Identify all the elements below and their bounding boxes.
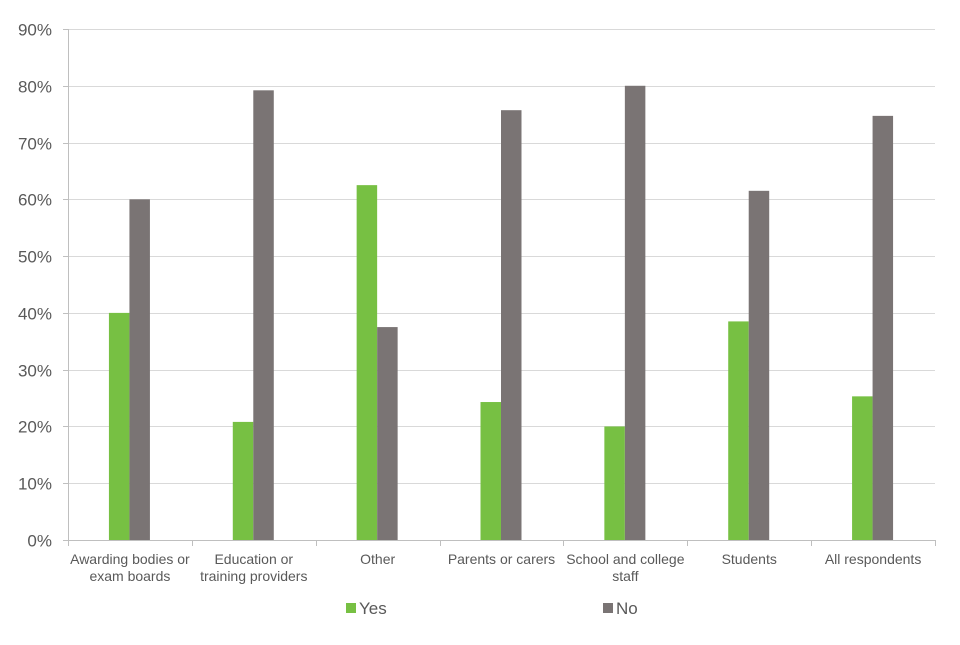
category-label: exam boards bbox=[89, 568, 170, 584]
y-tick-label: 10% bbox=[18, 475, 52, 494]
category-label: Students bbox=[722, 551, 777, 567]
bar-yes bbox=[480, 402, 501, 540]
bar-no bbox=[129, 199, 150, 541]
category-label: training providers bbox=[200, 568, 307, 584]
bar-yes bbox=[356, 185, 378, 540]
legend-swatch-no bbox=[603, 603, 613, 613]
bar-no bbox=[253, 90, 274, 540]
bar-no bbox=[624, 85, 646, 541]
y-tick-label: 30% bbox=[18, 362, 52, 381]
category-label: Other bbox=[360, 551, 395, 567]
legend-label-no: No bbox=[616, 599, 638, 618]
y-tick-label: 70% bbox=[18, 135, 52, 154]
bars bbox=[108, 85, 894, 541]
category-label: Parents or carers bbox=[448, 551, 555, 567]
y-tick-label: 80% bbox=[18, 78, 52, 97]
bar-no bbox=[501, 110, 522, 540]
category-label: Awarding bodies or bbox=[70, 551, 190, 567]
bar-no bbox=[748, 190, 770, 541]
bar-no bbox=[377, 327, 398, 540]
bar-yes bbox=[232, 421, 254, 540]
category-label: Education or bbox=[214, 551, 293, 567]
bar-no bbox=[872, 115, 894, 541]
y-tick-label: 50% bbox=[18, 248, 52, 267]
bar-yes bbox=[852, 396, 873, 540]
bar-yes bbox=[108, 312, 130, 540]
category-label: School and college bbox=[566, 551, 685, 567]
labels: 0% 10% 20% 30% 40% 50% 60% 70% 80% 90% Awarding bo… bbox=[18, 21, 921, 585]
category-label: staff bbox=[612, 568, 638, 584]
axes bbox=[63, 29, 936, 546]
bar-yes bbox=[728, 321, 749, 540]
y-tick-label: 0% bbox=[27, 532, 52, 551]
legend: Yes No bbox=[346, 599, 638, 618]
legend-label-yes: Yes bbox=[359, 599, 387, 618]
y-tick-label: 60% bbox=[18, 191, 52, 210]
y-tick-label: 40% bbox=[18, 305, 52, 324]
y-tick-label: 20% bbox=[18, 418, 52, 437]
y-tick-label: 90% bbox=[18, 21, 52, 40]
legend-swatch-yes bbox=[346, 603, 356, 613]
bar-yes bbox=[604, 426, 625, 540]
category-label: All respondents bbox=[825, 551, 922, 567]
